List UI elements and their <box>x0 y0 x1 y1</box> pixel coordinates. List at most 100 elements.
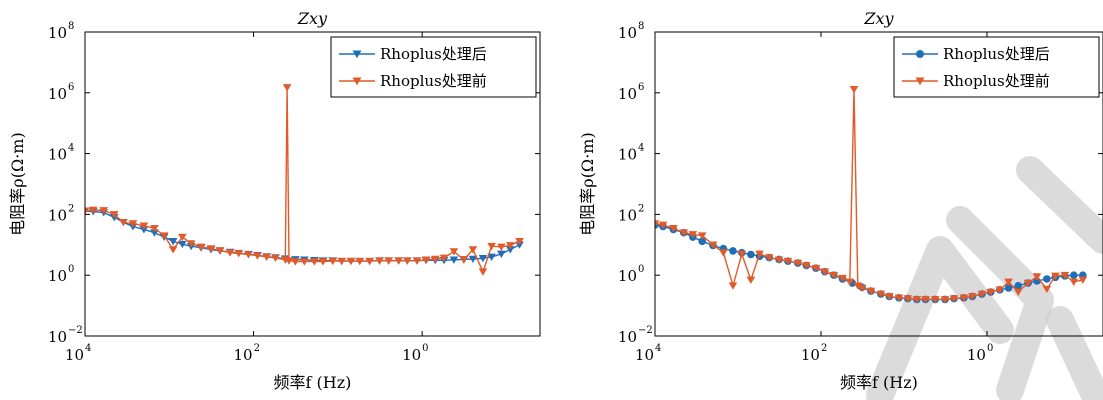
y-tick-label: 10 <box>618 85 637 103</box>
data-point <box>99 207 108 215</box>
y-tick-label: 10 <box>48 24 67 42</box>
x-tick-exponent: 2 <box>254 343 260 354</box>
data-point <box>186 240 196 248</box>
data-point <box>655 220 660 228</box>
data-point <box>845 278 855 286</box>
data-point <box>430 255 440 264</box>
data-point <box>506 242 515 250</box>
data-point <box>310 258 319 266</box>
x-axis-label: 频率f (Hz) <box>274 373 352 392</box>
data-point <box>1069 271 1078 280</box>
data-point <box>986 288 996 297</box>
y-tick-label: 10 <box>618 328 637 346</box>
data-point <box>820 268 830 276</box>
legend: Rhoplus处理后 Rhoplus处理前 <box>330 36 537 98</box>
x-tick-label: 10 <box>801 346 820 364</box>
data-point <box>866 287 876 296</box>
data-point <box>150 229 159 237</box>
data-point <box>838 274 847 283</box>
data-point <box>468 255 478 264</box>
data-point <box>109 211 119 219</box>
data-point <box>669 224 678 233</box>
chart-title: Zxy <box>297 9 328 28</box>
legend-marker <box>915 77 925 86</box>
data-point <box>719 249 728 257</box>
x-tick-exponent: 4 <box>655 343 661 354</box>
legend-label: Rhoplus处理前 <box>380 72 487 90</box>
data-point <box>468 246 478 254</box>
data-point <box>811 264 821 273</box>
data-point <box>478 268 488 276</box>
data-point <box>968 293 977 301</box>
data-point <box>755 250 764 258</box>
data-point <box>497 250 506 258</box>
data-point <box>1023 279 1033 288</box>
legend-item-1: Rhoplus处理后 <box>339 45 487 63</box>
y-tick-exponent: 8 <box>638 21 644 32</box>
legend: Rhoplus处理后 Rhoplus处理前 <box>893 36 1100 98</box>
data-point <box>262 253 271 261</box>
data-point <box>337 257 347 266</box>
data-point <box>439 254 449 262</box>
data-point <box>394 257 403 265</box>
x-tick-label: 10 <box>967 346 986 364</box>
data-point <box>459 256 469 264</box>
legend-marker <box>352 77 362 86</box>
x-tick-exponent: 0 <box>422 343 428 354</box>
data-point <box>747 250 755 259</box>
legend-box <box>893 36 1100 98</box>
data-point <box>253 252 262 260</box>
data-point <box>139 222 149 230</box>
y-axis-label: 电阻率ρ(Ω·m) <box>578 132 597 235</box>
x-tick-label: 10 <box>233 346 252 364</box>
data-point <box>940 296 950 304</box>
y-tick-label: 10 <box>48 267 67 285</box>
data-point <box>478 254 488 263</box>
data-point <box>949 295 959 303</box>
data-point <box>515 238 524 246</box>
data-point <box>679 229 689 237</box>
data-point <box>421 256 431 264</box>
data-point <box>206 245 216 253</box>
y-tick-exponent: −2 <box>68 325 83 336</box>
data-point <box>1004 278 1013 286</box>
y-tick-exponent: 8 <box>68 21 74 32</box>
data-point <box>793 259 803 268</box>
data-point <box>829 271 839 280</box>
y-tick-exponent: −2 <box>638 325 653 336</box>
y-tick-label: 10 <box>48 85 67 103</box>
data-point <box>365 257 374 266</box>
y-tick-exponent: 2 <box>68 203 74 214</box>
data-point <box>1069 278 1079 286</box>
y-tick-exponent: 4 <box>638 143 644 154</box>
data-point <box>746 276 756 284</box>
x-tick-exponent: 0 <box>987 343 993 354</box>
data-point <box>1042 285 1052 294</box>
data-point <box>1013 288 1023 297</box>
series-2 <box>655 86 1088 304</box>
data-point <box>1051 272 1060 280</box>
data-point <box>244 251 253 259</box>
data-point <box>234 250 244 258</box>
y-tick-exponent: 6 <box>638 82 644 93</box>
data-point <box>930 296 940 304</box>
data-point <box>128 220 138 228</box>
legend-marker <box>352 50 362 59</box>
data-point <box>849 86 859 94</box>
y-tick-label: 10 <box>618 267 637 285</box>
data-point <box>995 286 1005 294</box>
data-point <box>903 295 913 303</box>
data-point <box>449 256 459 264</box>
data-point <box>150 224 159 233</box>
data-point <box>729 247 737 255</box>
watermark-stroke <box>866 236 1014 400</box>
x-tick-label: 10 <box>65 346 84 364</box>
data-point <box>977 290 987 299</box>
data-point <box>282 84 292 92</box>
data-point <box>728 282 738 290</box>
data-point <box>384 257 393 265</box>
data-point <box>196 243 206 251</box>
data-point <box>318 258 328 266</box>
